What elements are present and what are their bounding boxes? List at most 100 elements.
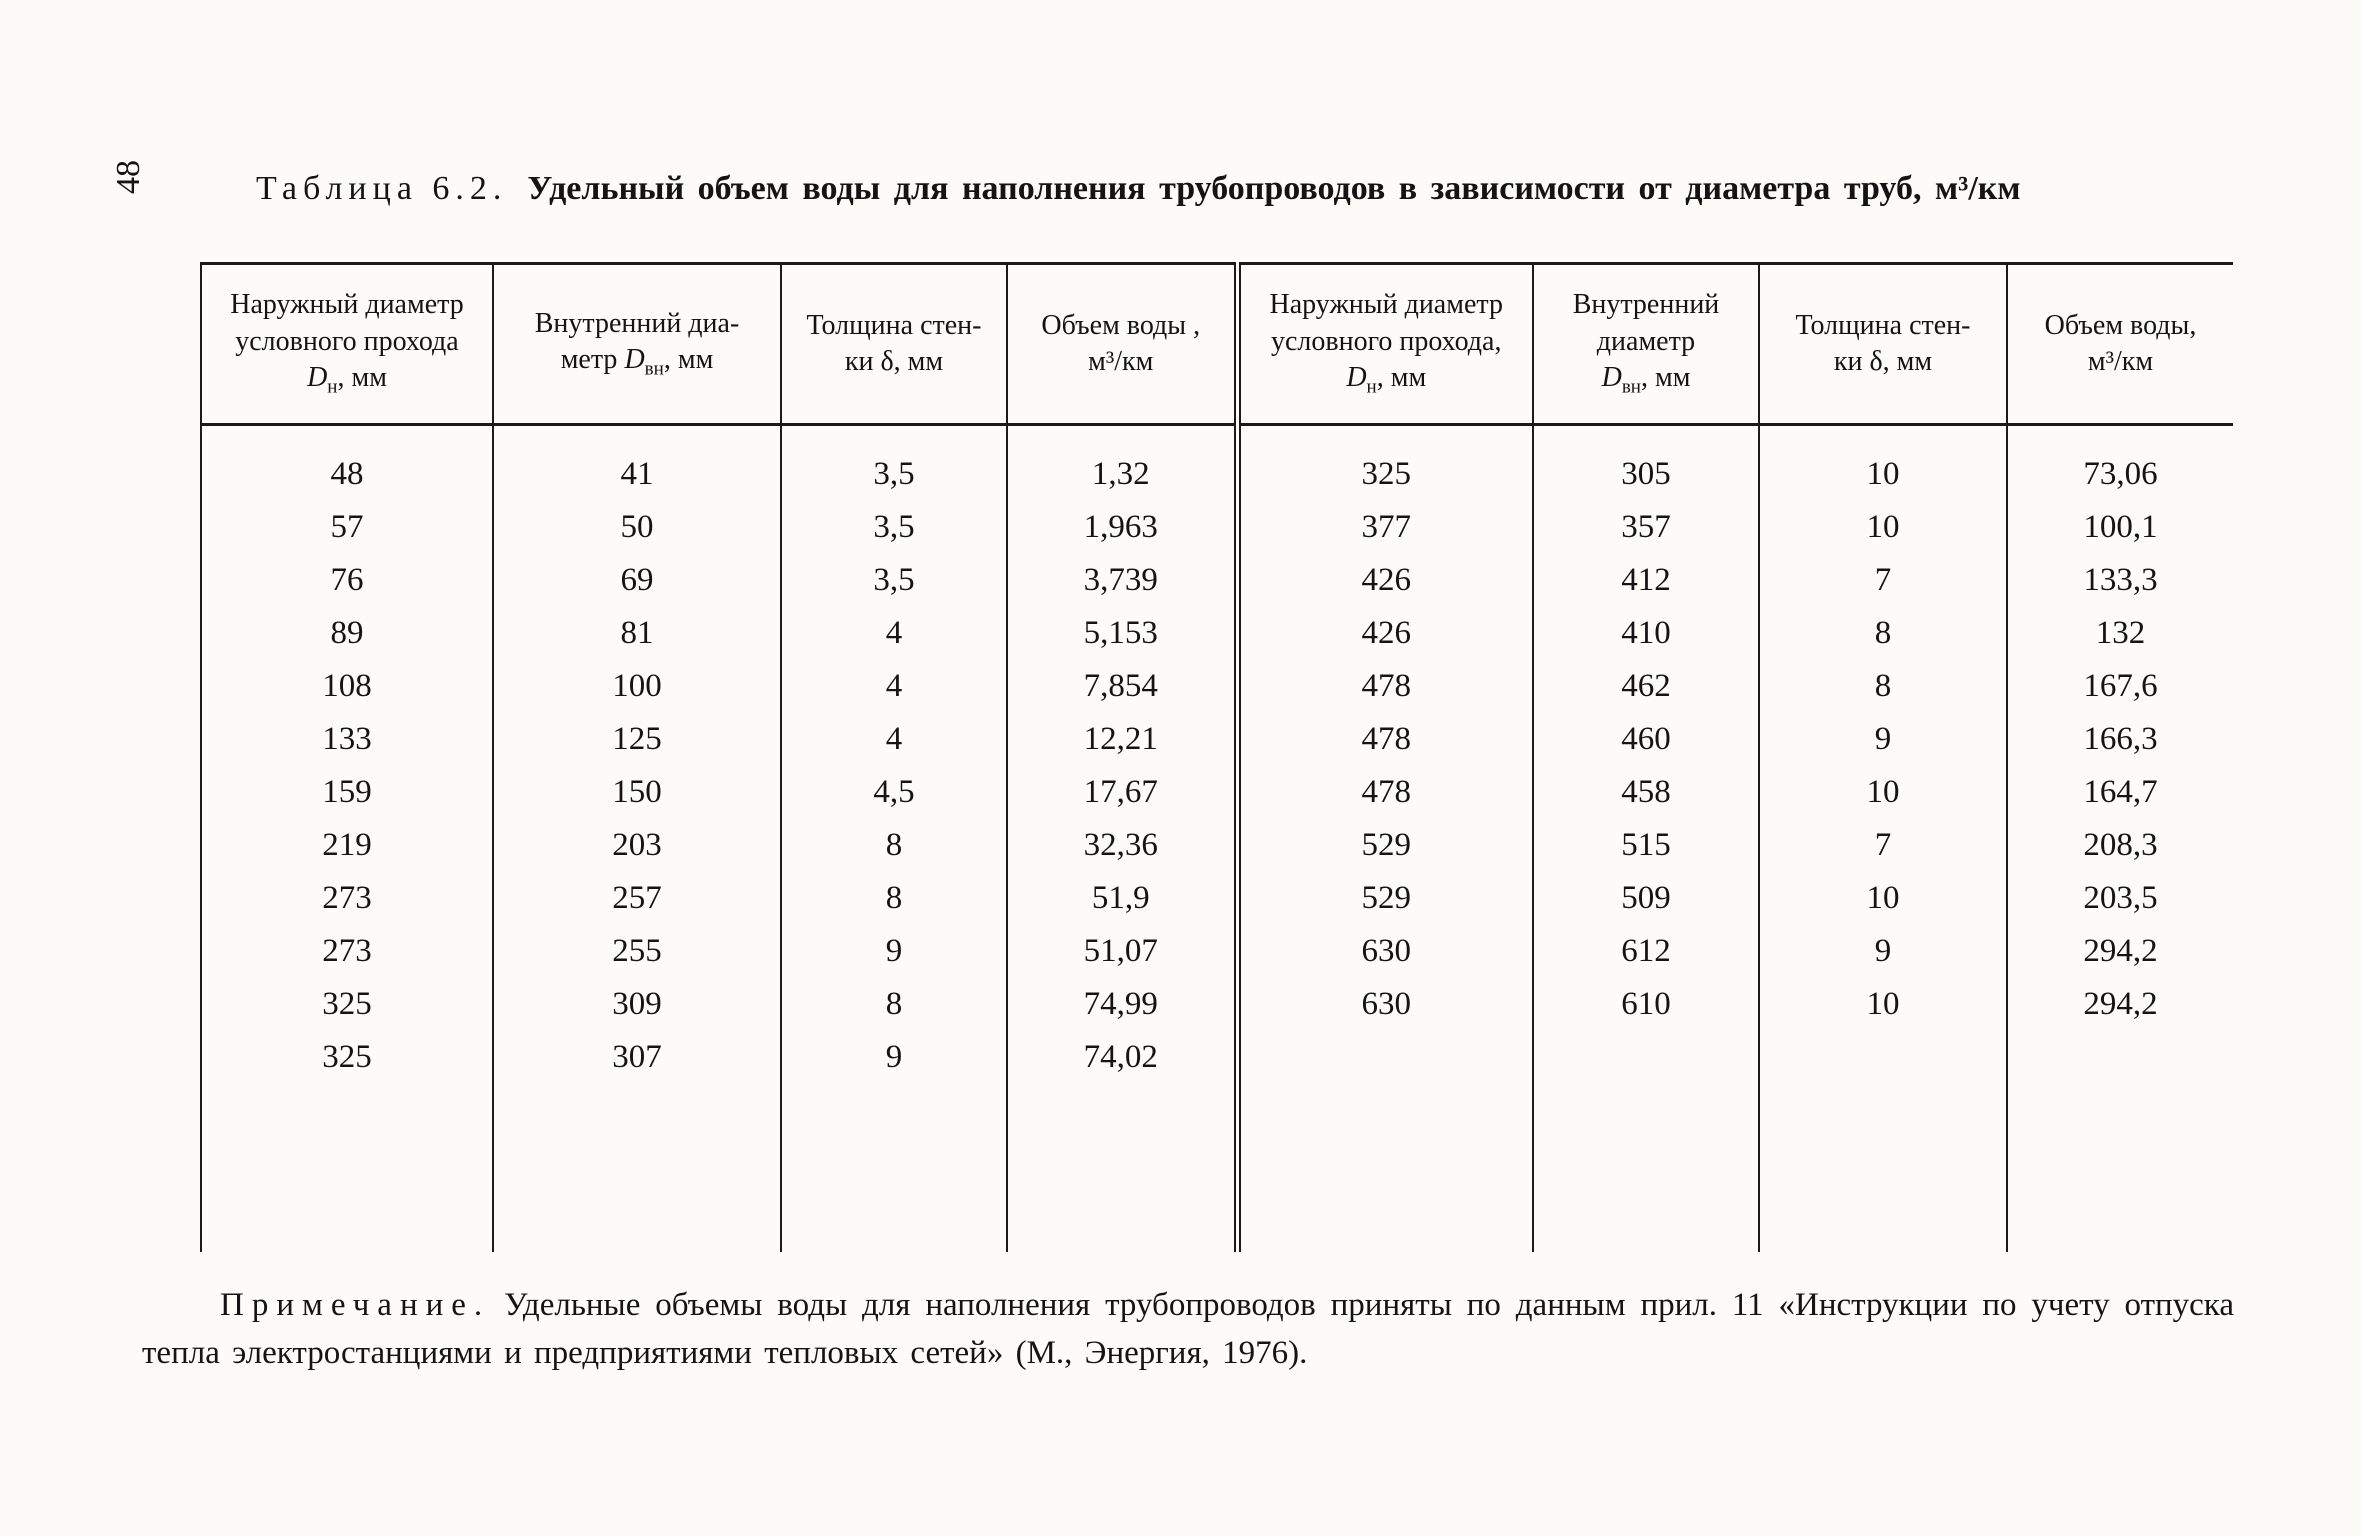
cell-wall-thickness-right: 8: [1758, 660, 2007, 713]
cell-water-volume-left: 51,07: [1006, 925, 1237, 978]
cell-wall-thickness-left: 8: [780, 978, 1007, 1031]
cell-wall-thickness-left: 9: [780, 925, 1007, 978]
cell-outer-diameter-right: 426: [1233, 607, 1533, 660]
column-header-water-volume-right: Объем воды, м³/км: [2006, 262, 2233, 426]
cell-outer-diameter-left: 108: [200, 660, 493, 713]
table-row: 159 150 4,5 17,67 478 458 10 164,7: [200, 766, 2233, 819]
cell-inner-diameter-right: 515: [1532, 819, 1759, 872]
cell-inner-diameter-left: 50: [492, 501, 781, 554]
cell-wall-thickness-right: 7: [1758, 819, 2007, 872]
cell-inner-diameter-right: 612: [1532, 925, 1759, 978]
cell-inner-diameter-left: 150: [492, 766, 781, 819]
cell-outer-diameter-right: 478: [1233, 713, 1533, 766]
cell-outer-diameter-left: 159: [200, 766, 493, 819]
cell-wall-thickness-right: [1758, 1031, 2007, 1084]
cell-wall-thickness-right: 9: [1758, 713, 2007, 766]
cell-water-volume-right: 166,3: [2006, 713, 2233, 766]
cell-wall-thickness-left: 4: [780, 660, 1007, 713]
cell-outer-diameter-left: 133: [200, 713, 493, 766]
cell-wall-thickness-right: 10: [1758, 501, 2007, 554]
cell-wall-thickness-left: 3,5: [780, 424, 1007, 501]
cell-wall-thickness-right: 9: [1758, 925, 2007, 978]
cell-outer-diameter-right: 426: [1233, 554, 1533, 607]
cell-outer-diameter-left: 325: [200, 978, 493, 1031]
cell-inner-diameter-left: 81: [492, 607, 781, 660]
cell-outer-diameter-left: 219: [200, 819, 493, 872]
column-header-wall-thickness-right: Толщина стен-ки δ, мм: [1758, 262, 2007, 426]
cell-water-volume-right: 73,06: [2006, 424, 2233, 501]
cell-wall-thickness-right: 8: [1758, 607, 2007, 660]
page-number: 48: [110, 160, 147, 194]
empty-cell: [492, 1084, 781, 1252]
column-header-outer-diameter-right: Наружный диаметр условного прохода, Dн, мм: [1233, 262, 1533, 426]
cell-water-volume-right: 208,3: [2006, 819, 2233, 872]
cell-water-volume-left: 51,9: [1006, 872, 1237, 925]
cell-inner-diameter-right: 410: [1532, 607, 1759, 660]
cell-water-volume-left: 7,854: [1006, 660, 1237, 713]
cell-wall-thickness-right: 10: [1758, 978, 2007, 1031]
table-row: 273 257 8 51,9 529 509 10 203,5: [200, 872, 2233, 925]
column-header-water-volume-left: Объем воды , м³/км: [1006, 262, 1237, 426]
empty-cell: [1758, 1084, 2007, 1252]
cell-outer-diameter-right: 630: [1233, 978, 1533, 1031]
cell-wall-thickness-left: 8: [780, 819, 1007, 872]
cell-wall-thickness-left: 4: [780, 713, 1007, 766]
cell-outer-diameter-left: 273: [200, 872, 493, 925]
cell-water-volume-right: 132: [2006, 607, 2233, 660]
table-spacer-row: [200, 1084, 2233, 1252]
cell-inner-diameter-left: 125: [492, 713, 781, 766]
table-row: 89 81 4 5,153 426 410 8 132: [200, 607, 2233, 660]
cell-water-volume-left: 74,99: [1006, 978, 1237, 1031]
cell-inner-diameter-left: 203: [492, 819, 781, 872]
cell-inner-diameter-left: 309: [492, 978, 781, 1031]
cell-inner-diameter-right: 412: [1532, 554, 1759, 607]
cell-wall-thickness-right: 10: [1758, 424, 2007, 501]
table-header-row: Наружный диаметр условного прохода Dн, мм В…: [200, 262, 2233, 426]
empty-cell: [1233, 1084, 1533, 1252]
note-label: Примечание.: [220, 1287, 491, 1323]
note: Примечание. Удельные объемы воды для напо…: [142, 1282, 2234, 1378]
cell-water-volume-right: 294,2: [2006, 978, 2233, 1031]
cell-water-volume-left: 5,153: [1006, 607, 1237, 660]
cell-water-volume-right: 133,3: [2006, 554, 2233, 607]
cell-water-volume-right: 167,6: [2006, 660, 2233, 713]
table-row: 219 203 8 32,36 529 515 7 208,3: [200, 819, 2233, 872]
cell-inner-diameter-right: 305: [1532, 424, 1759, 501]
cell-outer-diameter-left: 48: [200, 424, 493, 501]
cell-inner-diameter-left: 100: [492, 660, 781, 713]
table-title-text: Удельный объем воды для наполнения трубо…: [527, 170, 2021, 207]
cell-outer-diameter-left: 273: [200, 925, 493, 978]
column-header-wall-thickness-left: Толщина стен-ки δ, мм: [780, 262, 1007, 426]
cell-water-volume-left: 17,67: [1006, 766, 1237, 819]
table-row: 108 100 4 7,854 478 462 8 167,6: [200, 660, 2233, 713]
cell-water-volume-right: 203,5: [2006, 872, 2233, 925]
cell-outer-diameter-right: 529: [1233, 872, 1533, 925]
cell-inner-diameter-left: 41: [492, 424, 781, 501]
cell-inner-diameter-right: 610: [1532, 978, 1759, 1031]
column-header-inner-diameter-left: Внутренний диа-метр Dвн, мм: [492, 262, 781, 426]
cell-wall-thickness-left: 3,5: [780, 554, 1007, 607]
empty-cell: [780, 1084, 1007, 1252]
cell-water-volume-right: 100,1: [2006, 501, 2233, 554]
cell-water-volume-left: 1,963: [1006, 501, 1237, 554]
column-header-outer-diameter-left: Наружный диаметр условного прохода Dн, мм: [200, 262, 493, 426]
cell-wall-thickness-left: 9: [780, 1031, 1007, 1084]
cell-inner-diameter-left: 307: [492, 1031, 781, 1084]
cell-outer-diameter-left: 325: [200, 1031, 493, 1084]
cell-outer-diameter-left: 76: [200, 554, 493, 607]
table-title-label: Таблица 6.2.: [256, 170, 508, 207]
empty-cell: [1532, 1084, 1759, 1252]
cell-inner-diameter-right: 458: [1532, 766, 1759, 819]
cell-inner-diameter-left: 69: [492, 554, 781, 607]
table-row: 76 69 3,5 3,739 426 412 7 133,3: [200, 554, 2233, 607]
table-body: 48 41 3,5 1,32 325 305 10 73,06 57 50 3,5 1,963 377 3…: [200, 424, 2233, 1252]
empty-cell: [1006, 1084, 1237, 1252]
table-row: 48 41 3,5 1,32 325 305 10 73,06: [200, 424, 2233, 501]
cell-water-volume-right: [2006, 1031, 2233, 1084]
cell-outer-diameter-right: 529: [1233, 819, 1533, 872]
column-header-inner-diameter-right: Внутренний диаметр Dвн, мм: [1532, 262, 1759, 426]
water-volume-table: Наружный диаметр условного прохода Dн, мм В…: [200, 262, 2233, 1252]
cell-water-volume-left: 3,739: [1006, 554, 1237, 607]
cell-outer-diameter-right: 377: [1233, 501, 1533, 554]
